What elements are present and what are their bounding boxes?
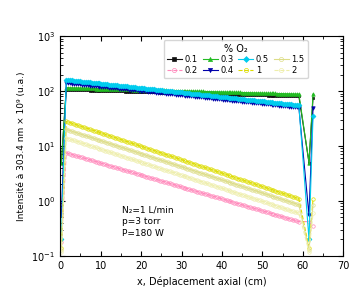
Legend: 0.1, 0.2, 0.3, 0.4, 0.5, 1, 1.5, 2: 0.1, 0.2, 0.3, 0.4, 0.5, 1, 1.5, 2 (164, 40, 308, 78)
Y-axis label: Intensité à 303.4 nm × 10⁹ (u.a.): Intensité à 303.4 nm × 10⁹ (u.a.) (17, 71, 26, 221)
X-axis label: x, Déplacement axial (cm): x, Déplacement axial (cm) (137, 276, 267, 287)
Text: N₂=1 L/min
p=3 torr
P=180 W: N₂=1 L/min p=3 torr P=180 W (122, 206, 174, 238)
